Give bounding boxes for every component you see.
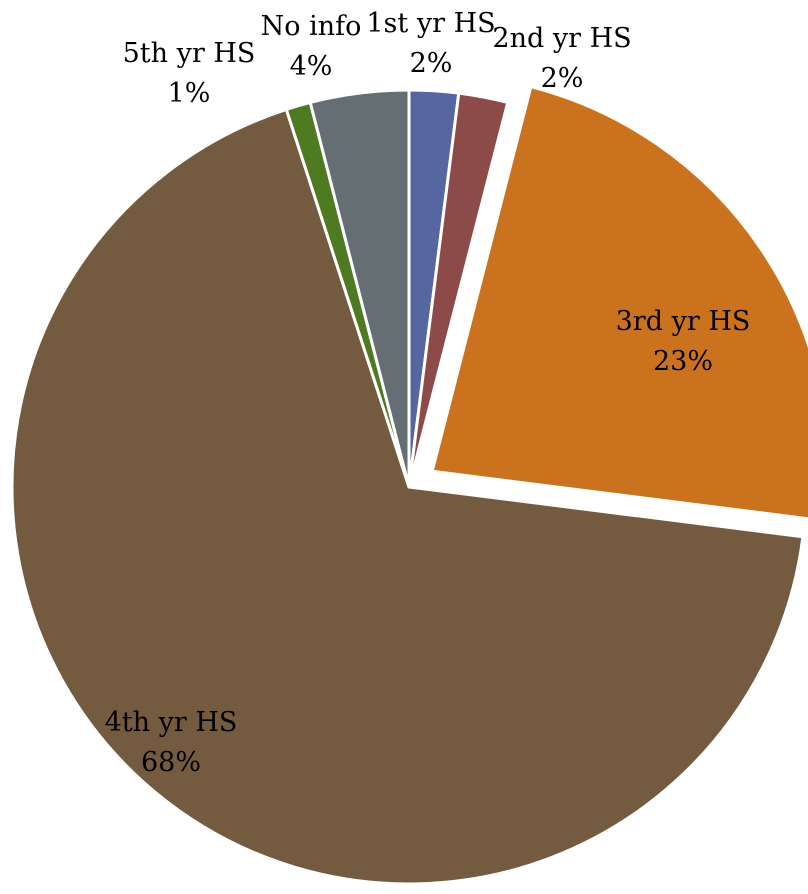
- slice-label-3rd-yr-hs: 3rd yr HS: [616, 306, 751, 337]
- slice-label-1st-yr-hs: 1st yr HS: [366, 8, 495, 39]
- pie-labels: 1st yr HS 2% 2nd yr HS 2% 3rd yr HS 23% 4th yr…: [105, 8, 751, 778]
- slice-percent-4th-yr-hs: 68%: [141, 747, 201, 778]
- slice-percent-3rd-yr-hs: 23%: [653, 346, 713, 377]
- pie-slices: [10, 85, 808, 886]
- slice-percent-no-info: 4%: [290, 51, 333, 82]
- slice-label-4th-yr-hs: 4th yr HS: [105, 707, 238, 738]
- slice-percent-1st-yr-hs: 2%: [410, 48, 453, 79]
- pie-slice-3rd-yr-hs: [430, 85, 808, 521]
- slice-percent-5th-yr-hs: 1%: [168, 78, 211, 109]
- slice-percent-2nd-yr-hs: 2%: [541, 63, 584, 94]
- pie-slice-4th-yr-hs: [10, 107, 805, 886]
- slice-label-2nd-yr-hs: 2nd yr HS: [492, 23, 631, 54]
- pie-slice-2nd-yr-hs: [407, 91, 510, 489]
- pie-slice-no-info: [308, 88, 411, 489]
- slice-label-5th-yr-hs: 5th yr HS: [123, 38, 256, 69]
- slice-label-no-info: No info: [261, 11, 362, 42]
